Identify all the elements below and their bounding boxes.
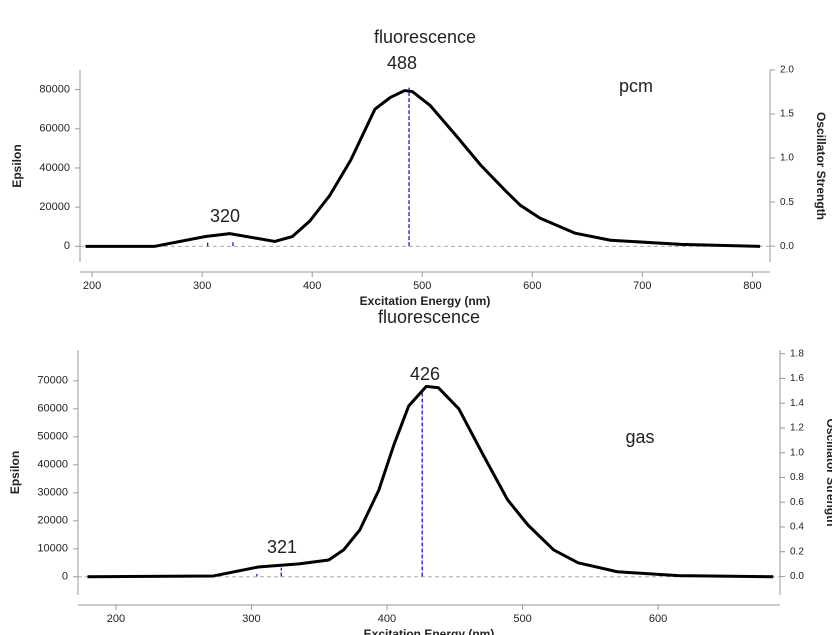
annotation: gas [625, 427, 654, 447]
y2-tick-label: 0.2 [790, 546, 804, 557]
chart-title: fluorescence [374, 27, 476, 47]
y2-tick-label: 0.4 [790, 522, 804, 533]
x-tick-label: 400 [378, 613, 396, 625]
annotation: 488 [387, 53, 417, 73]
x-axis-label: Excitation Energy (nm) [360, 294, 491, 308]
y-axis-label: Epsilon [10, 144, 24, 187]
x-tick-label: 200 [83, 280, 101, 292]
annotation: 426 [410, 364, 440, 384]
y2-tick-label: 0.0 [780, 241, 794, 252]
y2-tick-label: 1.0 [780, 153, 794, 164]
y2-tick-label: 1.8 [790, 348, 804, 359]
y-tick-label: 20000 [39, 201, 70, 213]
y2-tick-label: 1.5 [780, 109, 794, 120]
x-tick-label: 200 [107, 613, 125, 625]
epsilon-line [85, 89, 761, 248]
x-tick-label: 300 [193, 280, 211, 292]
annotation: pcm [619, 76, 653, 96]
y2-tick-label: 2.0 [780, 65, 794, 76]
y-tick-label: 80000 [39, 83, 70, 95]
y-tick-label: 60000 [39, 123, 70, 135]
y-tick-label: 60000 [37, 403, 68, 415]
y-tick-label: 40000 [39, 162, 70, 174]
y2-tick-label: 1.6 [790, 373, 804, 384]
epsilon-line [87, 384, 774, 579]
y-axis-label: Epsilon [8, 451, 22, 494]
x-tick-label: 600 [649, 613, 667, 625]
y2-tick-label: 0.0 [790, 571, 804, 582]
y2-axis-label: Oscillator Strength [824, 418, 832, 526]
x-tick-label: 500 [413, 280, 431, 292]
y2-tick-label: 1.4 [790, 398, 804, 409]
y2-tick-label: 0.8 [790, 472, 804, 483]
y2-tick-label: 1.2 [790, 423, 804, 434]
y-tick-label: 10000 [37, 543, 68, 555]
y-tick-label: 40000 [37, 459, 68, 471]
y2-tick-label: 0.6 [790, 497, 804, 508]
x-axis-label: Excitation Energy (nm) [364, 627, 495, 635]
x-tick-label: 500 [513, 613, 531, 625]
x-tick-label: 700 [633, 280, 651, 292]
chart-title: fluorescence [378, 307, 480, 327]
annotation: 321 [267, 537, 297, 557]
annotation: 320 [210, 206, 240, 226]
x-tick-label: 800 [743, 280, 761, 292]
x-tick-label: 300 [242, 613, 260, 625]
x-tick-label: 600 [523, 280, 541, 292]
y2-tick-label: 1.0 [790, 447, 804, 458]
y-tick-label: 30000 [37, 487, 68, 499]
y-tick-label: 70000 [37, 375, 68, 387]
y-tick-label: 0 [64, 240, 70, 252]
y2-tick-label: 0.5 [780, 197, 794, 208]
y-tick-label: 20000 [37, 515, 68, 527]
y-tick-label: 50000 [37, 431, 68, 443]
x-tick-label: 400 [303, 280, 321, 292]
y-tick-label: 0 [62, 571, 68, 583]
y2-axis-label: Oscillator Strength [814, 112, 828, 220]
